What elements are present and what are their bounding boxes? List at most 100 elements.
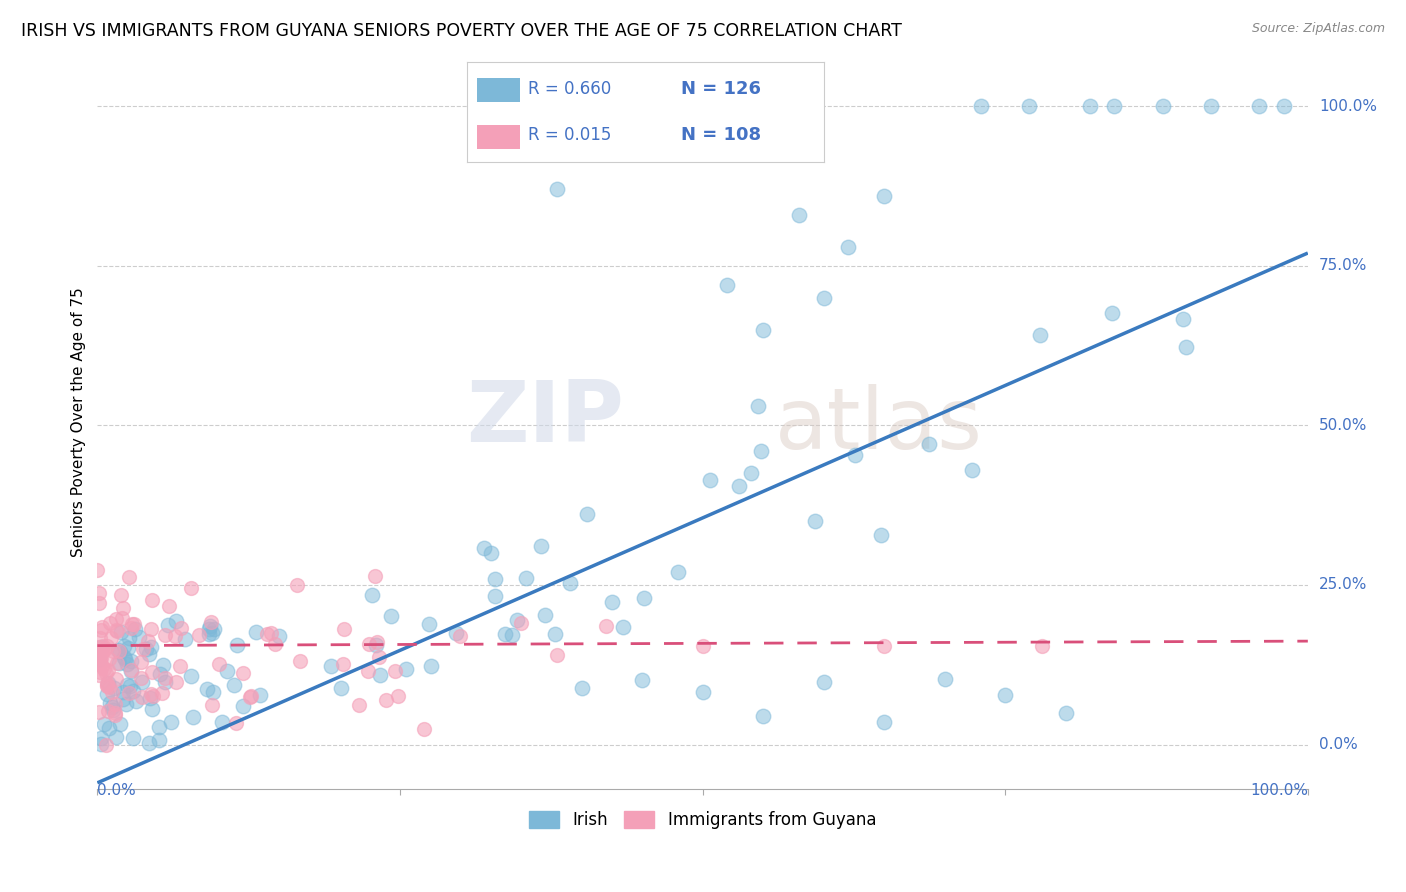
Point xyxy=(87,706,110,720)
Point xyxy=(546,182,568,196)
Point xyxy=(96,676,118,690)
Point xyxy=(120,621,142,635)
Point xyxy=(90,737,112,751)
Point xyxy=(152,658,174,673)
Point xyxy=(368,668,391,682)
Point xyxy=(90,731,112,745)
Point xyxy=(117,641,139,656)
Point xyxy=(202,623,225,637)
Point xyxy=(560,575,582,590)
Text: 50.0%: 50.0% xyxy=(1319,417,1367,433)
Point xyxy=(104,698,127,712)
Point xyxy=(136,634,159,648)
Point xyxy=(321,659,343,673)
Point xyxy=(118,570,141,584)
Point xyxy=(94,665,117,680)
Point xyxy=(148,733,170,747)
Point xyxy=(124,622,146,636)
Point xyxy=(153,627,176,641)
Point xyxy=(165,674,187,689)
Point xyxy=(89,647,111,661)
Point xyxy=(104,673,127,687)
Point xyxy=(118,631,141,645)
Point xyxy=(1173,312,1195,326)
Point xyxy=(387,689,409,703)
Point xyxy=(170,622,193,636)
Point xyxy=(101,703,124,717)
Point xyxy=(101,644,124,658)
Point xyxy=(110,588,132,602)
Point xyxy=(994,688,1017,702)
Point xyxy=(121,617,143,632)
Point xyxy=(267,629,290,643)
Point xyxy=(139,687,162,701)
Point xyxy=(129,655,152,669)
Point xyxy=(361,588,384,602)
Point xyxy=(98,681,121,695)
Point xyxy=(86,562,108,576)
Point xyxy=(546,648,568,662)
Point xyxy=(1031,639,1053,653)
Point xyxy=(131,690,153,704)
Point xyxy=(141,665,163,679)
Point xyxy=(96,640,118,654)
Point xyxy=(97,675,120,690)
Point xyxy=(740,467,762,481)
Point xyxy=(813,674,835,689)
Point xyxy=(138,691,160,706)
Point xyxy=(104,706,127,720)
Point xyxy=(114,651,136,665)
Point xyxy=(169,659,191,673)
Point xyxy=(174,632,197,646)
Point xyxy=(367,650,389,665)
Point xyxy=(575,507,598,521)
Point xyxy=(150,686,173,700)
Text: Source: ZipAtlas.com: Source: ZipAtlas.com xyxy=(1251,22,1385,36)
Point xyxy=(197,682,219,697)
Point xyxy=(484,589,506,603)
Point xyxy=(595,619,617,633)
Point xyxy=(97,663,120,677)
Legend: Irish, Immigrants from Guyana: Irish, Immigrants from Guyana xyxy=(522,805,883,836)
Point xyxy=(129,671,152,685)
Point xyxy=(108,717,131,731)
Point xyxy=(89,645,111,659)
Point xyxy=(90,645,112,659)
Point xyxy=(789,208,811,222)
Point xyxy=(245,624,267,639)
Point xyxy=(366,638,388,652)
Point xyxy=(494,626,516,640)
Point xyxy=(837,240,859,254)
Point xyxy=(89,656,111,670)
Point xyxy=(347,698,370,712)
Point xyxy=(804,514,827,528)
Text: IRISH VS IMMIGRANTS FROM GUYANA SENIORS POVERTY OVER THE AGE OF 75 CORRELATION C: IRISH VS IMMIGRANTS FROM GUYANA SENIORS … xyxy=(21,22,903,40)
Point xyxy=(1018,99,1040,113)
Point xyxy=(260,626,283,640)
Point xyxy=(264,637,287,651)
Point xyxy=(120,664,142,678)
Point xyxy=(180,668,202,682)
Point xyxy=(530,539,553,553)
Point xyxy=(666,565,689,579)
Point xyxy=(1249,99,1271,113)
Point xyxy=(141,592,163,607)
Point xyxy=(112,639,135,653)
Point xyxy=(413,722,436,736)
Point xyxy=(149,667,172,681)
Point xyxy=(357,664,380,678)
Point xyxy=(506,613,529,627)
Point xyxy=(232,665,254,680)
Point xyxy=(813,291,835,305)
Point xyxy=(157,618,180,632)
Point xyxy=(89,665,111,680)
Point xyxy=(98,721,121,735)
Y-axis label: Seniors Poverty Over the Age of 75: Seniors Poverty Over the Age of 75 xyxy=(72,287,86,558)
Point xyxy=(751,443,773,458)
Point xyxy=(96,687,118,701)
Point xyxy=(873,639,896,653)
Point xyxy=(1101,306,1123,320)
Point xyxy=(141,622,163,636)
Point xyxy=(97,704,120,718)
Point xyxy=(111,600,134,615)
